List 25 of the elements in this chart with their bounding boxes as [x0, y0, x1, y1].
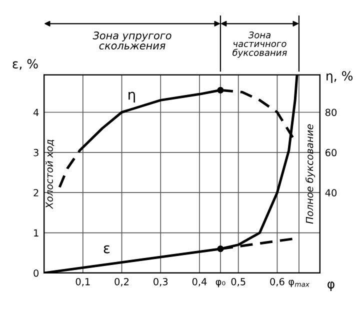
- x-tick-label: 0,1: [76, 278, 90, 286]
- annotation: Холостой ход: [45, 140, 54, 210]
- y2-tick-label: 80: [325, 108, 337, 116]
- y2-tick-label: 40: [325, 189, 337, 196]
- x-tick-label: 0,4: [192, 278, 207, 286]
- x-tick-label: 0,5: [231, 278, 246, 286]
- y-tick-label: 3: [34, 148, 38, 156]
- y-tick-label: 1: [34, 229, 38, 236]
- text: Зона упругого скольжения: [92, 32, 172, 50]
- y-tick-label: 4: [33, 108, 39, 116]
- y-axis-title: ε, %: [12, 59, 38, 70]
- x-axis-title: φ: [328, 282, 334, 291]
- y2-tick-label: 60: [325, 148, 337, 156]
- series-label: ε: [104, 245, 110, 254]
- x-tick-label: 0,3: [154, 278, 168, 286]
- x-tick-label: φ₀: [216, 280, 226, 288]
- annotation: Полное буксование: [306, 124, 316, 224]
- x-tick-label: 0,2: [114, 278, 129, 286]
- y2-axis-title: η, %: [326, 71, 353, 84]
- x-tick-label: φ$_{max}$: [288, 280, 310, 288]
- series-label: η: [128, 92, 135, 102]
- text: Зона частичного буксования: [232, 32, 287, 58]
- y-tick-label: 0: [34, 269, 39, 277]
- x-tick-label: 0,6: [270, 278, 284, 286]
- y-tick-label: 2: [34, 189, 38, 196]
